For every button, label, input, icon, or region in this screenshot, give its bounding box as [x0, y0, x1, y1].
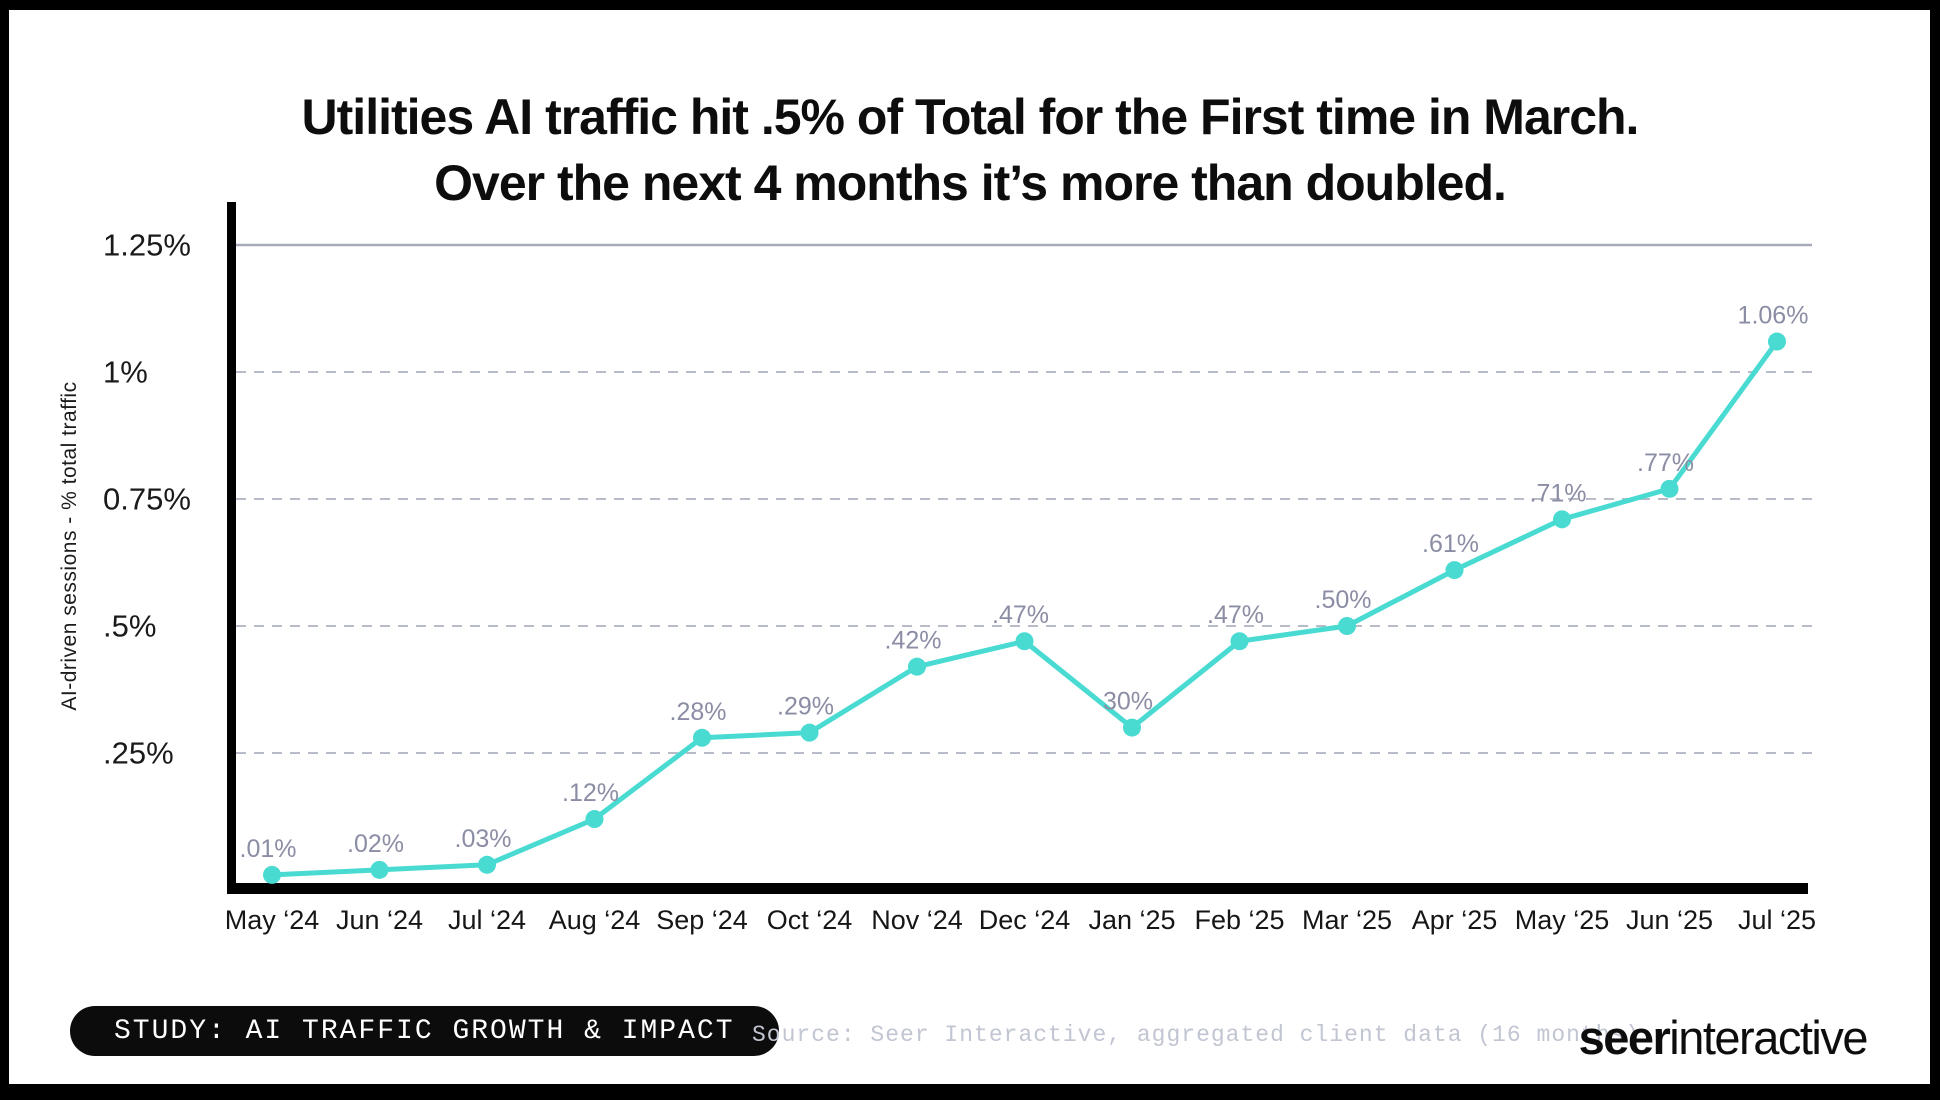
chart-title-line1: Utilities AI traffic hit .5% of Total fo…: [301, 89, 1640, 145]
data-point: [1445, 561, 1464, 580]
data-point: [478, 855, 496, 874]
data-point: [1230, 632, 1249, 651]
data-point-label: .01%: [240, 835, 297, 863]
data-point: [800, 723, 819, 742]
data-point-label: .50%: [1315, 586, 1372, 614]
chart-title-line2: Over the next 4 months it’s more than do…: [434, 155, 1507, 211]
data-point: [263, 865, 281, 884]
x-tick-label: Aug ‘24: [549, 905, 641, 935]
x-tick-label: Dec ‘24: [979, 905, 1071, 935]
data-point-label: .29%: [777, 693, 834, 721]
data-point-label: 30%: [1103, 688, 1153, 716]
logo-interactive: interactive: [1669, 1011, 1868, 1064]
data-point: [585, 810, 604, 829]
data-point-label: .42%: [885, 627, 942, 655]
data-point: [370, 860, 389, 879]
x-tick-label: Jun ‘24: [336, 905, 423, 935]
x-tick-label: Jul ‘24: [448, 905, 526, 935]
y-tick-label: .5%: [103, 609, 156, 644]
data-point-label: .03%: [455, 825, 512, 853]
data-point: [1123, 718, 1141, 737]
data-point: [908, 657, 926, 676]
data-point: [1015, 632, 1034, 651]
x-axis-line: [227, 883, 1808, 894]
data-point-label: .47%: [1207, 601, 1264, 629]
y-tick-label: .25%: [103, 736, 174, 771]
x-tick-label: Jul ‘25: [1738, 905, 1816, 935]
data-point: [1660, 479, 1679, 498]
chart-title: Utilities AI traffic hit .5% of Total fo…: [0, 84, 1940, 216]
y-tick-label: 1.25%: [103, 228, 191, 263]
x-tick-label: Jan ‘25: [1088, 905, 1175, 935]
x-tick-label: Sep ‘24: [656, 905, 748, 935]
x-tick-label: Nov ‘24: [871, 905, 963, 935]
y-tick-label: 0.75%: [103, 482, 191, 517]
x-tick-label: May ‘24: [225, 905, 320, 935]
y-tick-label: 1%: [103, 355, 148, 390]
data-point-label: .61%: [1422, 530, 1479, 558]
data-point: [1768, 332, 1786, 351]
x-tick-label: Mar ‘25: [1302, 905, 1392, 935]
card-background: [9, 10, 1930, 1084]
data-point-label: .71%: [1530, 479, 1587, 507]
study-badge: STUDY: AI TRAFFIC GROWTH & IMPACT: [70, 1006, 779, 1056]
data-point-label: 1.06%: [1738, 302, 1809, 330]
data-point-label: .28%: [670, 698, 727, 726]
x-tick-label: Jun ‘25: [1626, 905, 1713, 935]
data-point-label: .77%: [1637, 449, 1694, 477]
x-tick-label: Feb ‘25: [1194, 905, 1284, 935]
x-tick-label: Oct ‘24: [767, 905, 853, 935]
data-point-label: .02%: [347, 830, 404, 858]
data-point-label: .47%: [992, 601, 1049, 629]
logo-seer: seer: [1578, 1011, 1671, 1064]
x-tick-label: May ‘25: [1515, 905, 1610, 935]
data-point-label: .12%: [562, 779, 619, 807]
data-point: [1553, 510, 1571, 529]
x-tick-label: Apr ‘25: [1412, 905, 1498, 935]
data-point: [1338, 617, 1356, 635]
data-point: [693, 728, 711, 747]
source-note: Source: Seer Interactive, aggregated cli…: [752, 1022, 1641, 1048]
y-axis-line: [227, 202, 236, 894]
seerinteractive-logo: seerinteractive: [1578, 1010, 1869, 1065]
